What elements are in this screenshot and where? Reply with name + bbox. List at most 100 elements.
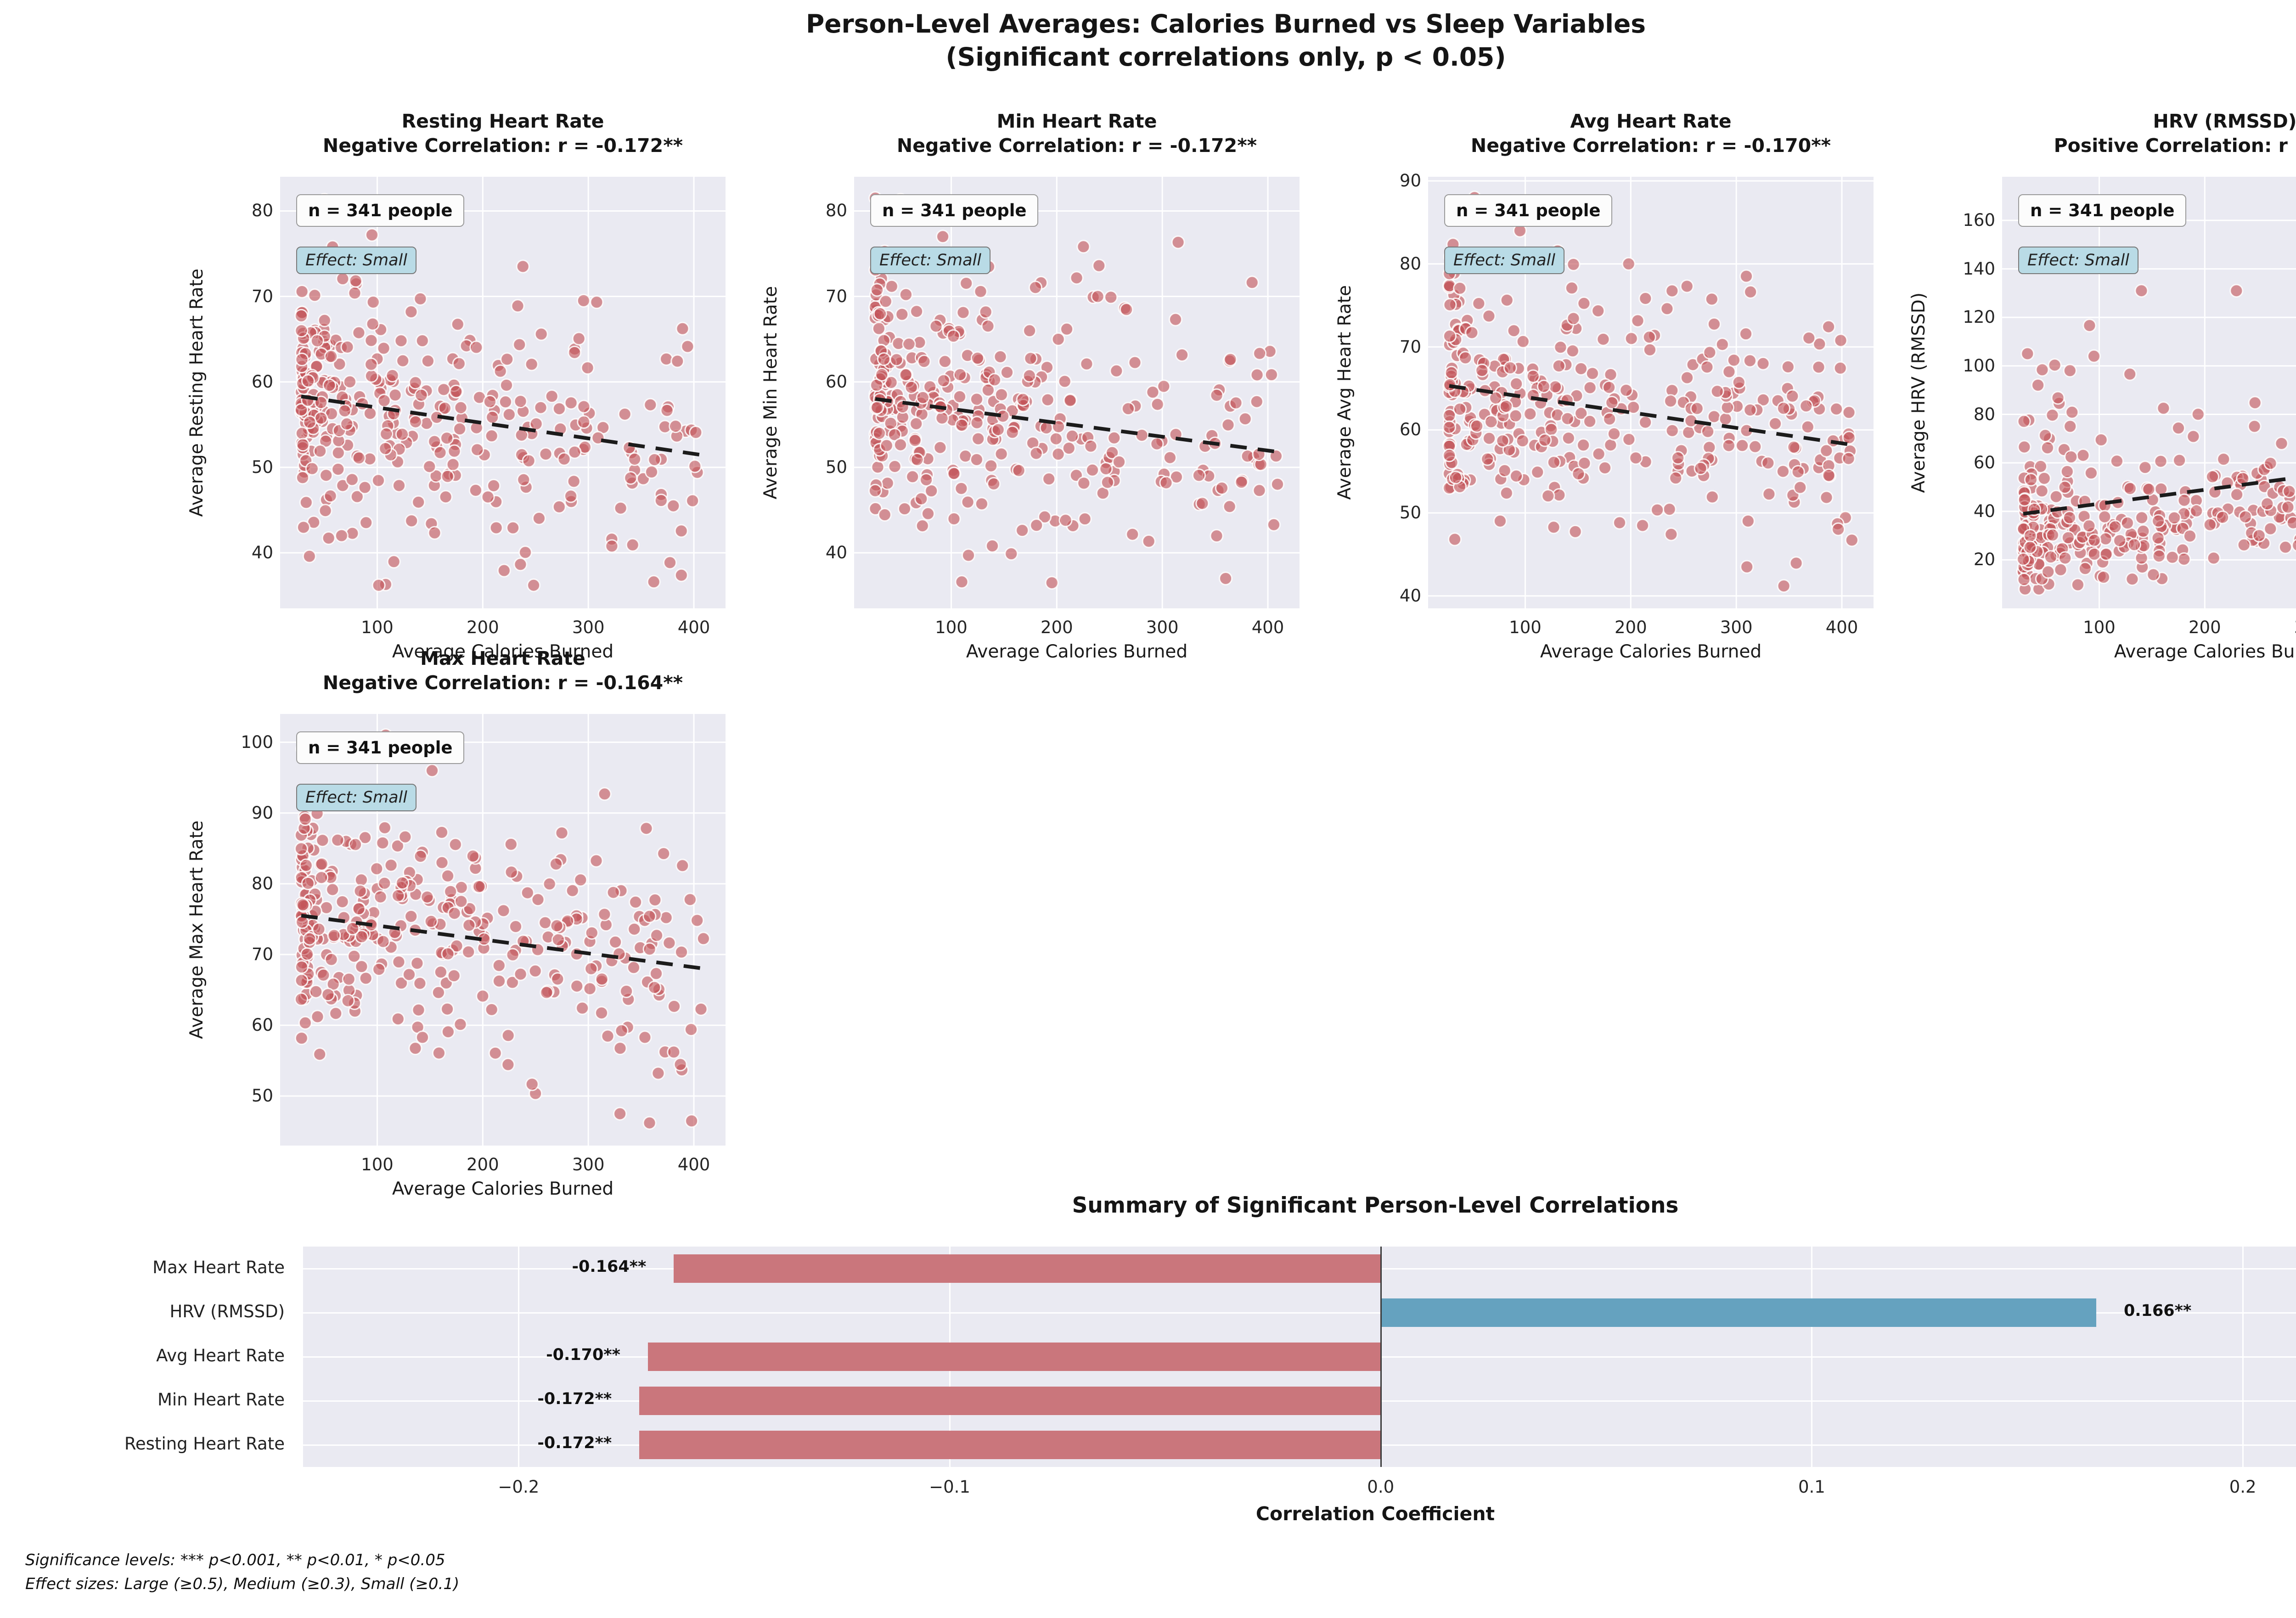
scatter-point [377,820,392,835]
scatter-point [2216,510,2230,524]
scatter-point [446,457,460,472]
scatter-point [1493,514,1507,528]
y-tick-label: 20 [1973,550,1995,570]
scatter-point [1748,439,1762,454]
x-tick-label: 100 [935,618,968,637]
scatter-point [2151,514,2166,528]
scatter-point [1547,455,1561,469]
scatter-point [377,876,392,890]
scatter-svg [2002,177,2296,608]
correlation-bar [674,1254,1381,1283]
scatter-point [1552,359,1566,373]
scatter-point [296,471,310,485]
scatter-point [346,921,360,936]
scatter-point [974,497,989,511]
x-tick-label: 100 [2083,618,2116,637]
scatter-point [570,979,584,993]
scatter-point [660,403,674,417]
scatter-point [1705,490,1719,504]
scatter-point [878,508,892,522]
scatter-point [312,922,326,936]
scatter-point [1822,320,1836,334]
scatter-point [440,431,454,445]
scatter-point [643,398,658,412]
scatter-point [958,449,973,463]
scatter-point [1004,547,1019,561]
scatter-point [522,454,536,468]
scatter-point [613,501,628,515]
scatter-point [1058,374,1072,388]
scatter-point [1566,257,1581,271]
effect-size-annotation: Effect: Small [2018,247,2138,274]
scatter-point [1799,399,1813,413]
scatter-point [1041,393,1055,407]
bar-value-label: 0.166** [2123,1302,2192,1320]
scatter-point [1576,438,1591,452]
scatter-point [946,329,961,343]
scatter-point [1703,345,1717,360]
scatter-point [428,434,442,449]
scatter-point [627,922,642,936]
scatter-point [296,438,310,452]
scatter-point [1030,518,1044,533]
scatter-point [904,380,918,394]
y-tick-label: 80 [251,873,273,893]
scatter-point [1023,324,1037,338]
scatter-point [1842,405,1856,420]
scatter-point [305,461,319,476]
scatter-point [345,472,359,487]
scatter-point [411,1003,426,1017]
subplot-title-line2: Negative Correlation: r = -0.172** [896,135,1257,157]
scatter-point [1109,364,1124,378]
scatter-point [648,893,662,907]
scatter-point [454,400,468,415]
scatter-point [324,349,338,364]
y-tick-label: 50 [1399,503,1421,523]
scatter-point [317,313,332,327]
scatter-point [409,415,422,429]
scatter-point [2023,528,2037,543]
scatter-point [394,334,408,348]
scatter-point [1503,361,1517,375]
scatter-point [2087,547,2101,561]
scatter-point [1250,368,1264,382]
scatter-point [585,926,599,940]
scatter-point [647,453,662,467]
scatter-point [447,906,461,921]
scatter-point [1715,337,1729,352]
y-tick-label: 120 [1963,307,1995,327]
scatter-point [1845,533,1859,547]
effect-size-footnote: Effect sizes: Large (≥0.5), Medium (≥0.3… [25,1575,460,1593]
scatter-point [1052,420,1066,434]
y-tick-label: 40 [1399,585,1421,606]
n-people-annotation: n = 341 people [296,194,465,227]
y-axis-label: Average Min Heart Rate [757,177,784,608]
scatter-point [1015,523,1030,538]
scatter-point [2017,414,2031,428]
scatter-point [606,885,620,899]
x-tick-label: 300 [572,1155,605,1174]
scatter-point [1812,360,1826,374]
scatter-point [405,514,419,528]
scatter-point [1638,415,1653,429]
scatter-point [2058,480,2072,494]
scatter-point [472,880,486,893]
scatter-point [355,960,369,974]
scatter-point [1069,271,1084,285]
scatter-point [413,292,428,306]
scatter-point [313,1047,327,1062]
scatter-point [914,492,929,506]
scatter-point [404,909,418,923]
scatter-point [1076,240,1091,254]
scatter-point [685,1114,699,1128]
scatter-point [424,914,438,928]
scatter-point [454,894,468,909]
scatter-point [1063,393,1077,408]
scatter-point [584,961,598,976]
scatter-point [694,1002,708,1016]
x-tick-label: 200 [1615,618,1647,637]
correlation-bar [647,1343,1381,1371]
scatter-point [326,882,340,897]
scatter-point [1091,289,1105,303]
scatter-point [358,831,372,845]
